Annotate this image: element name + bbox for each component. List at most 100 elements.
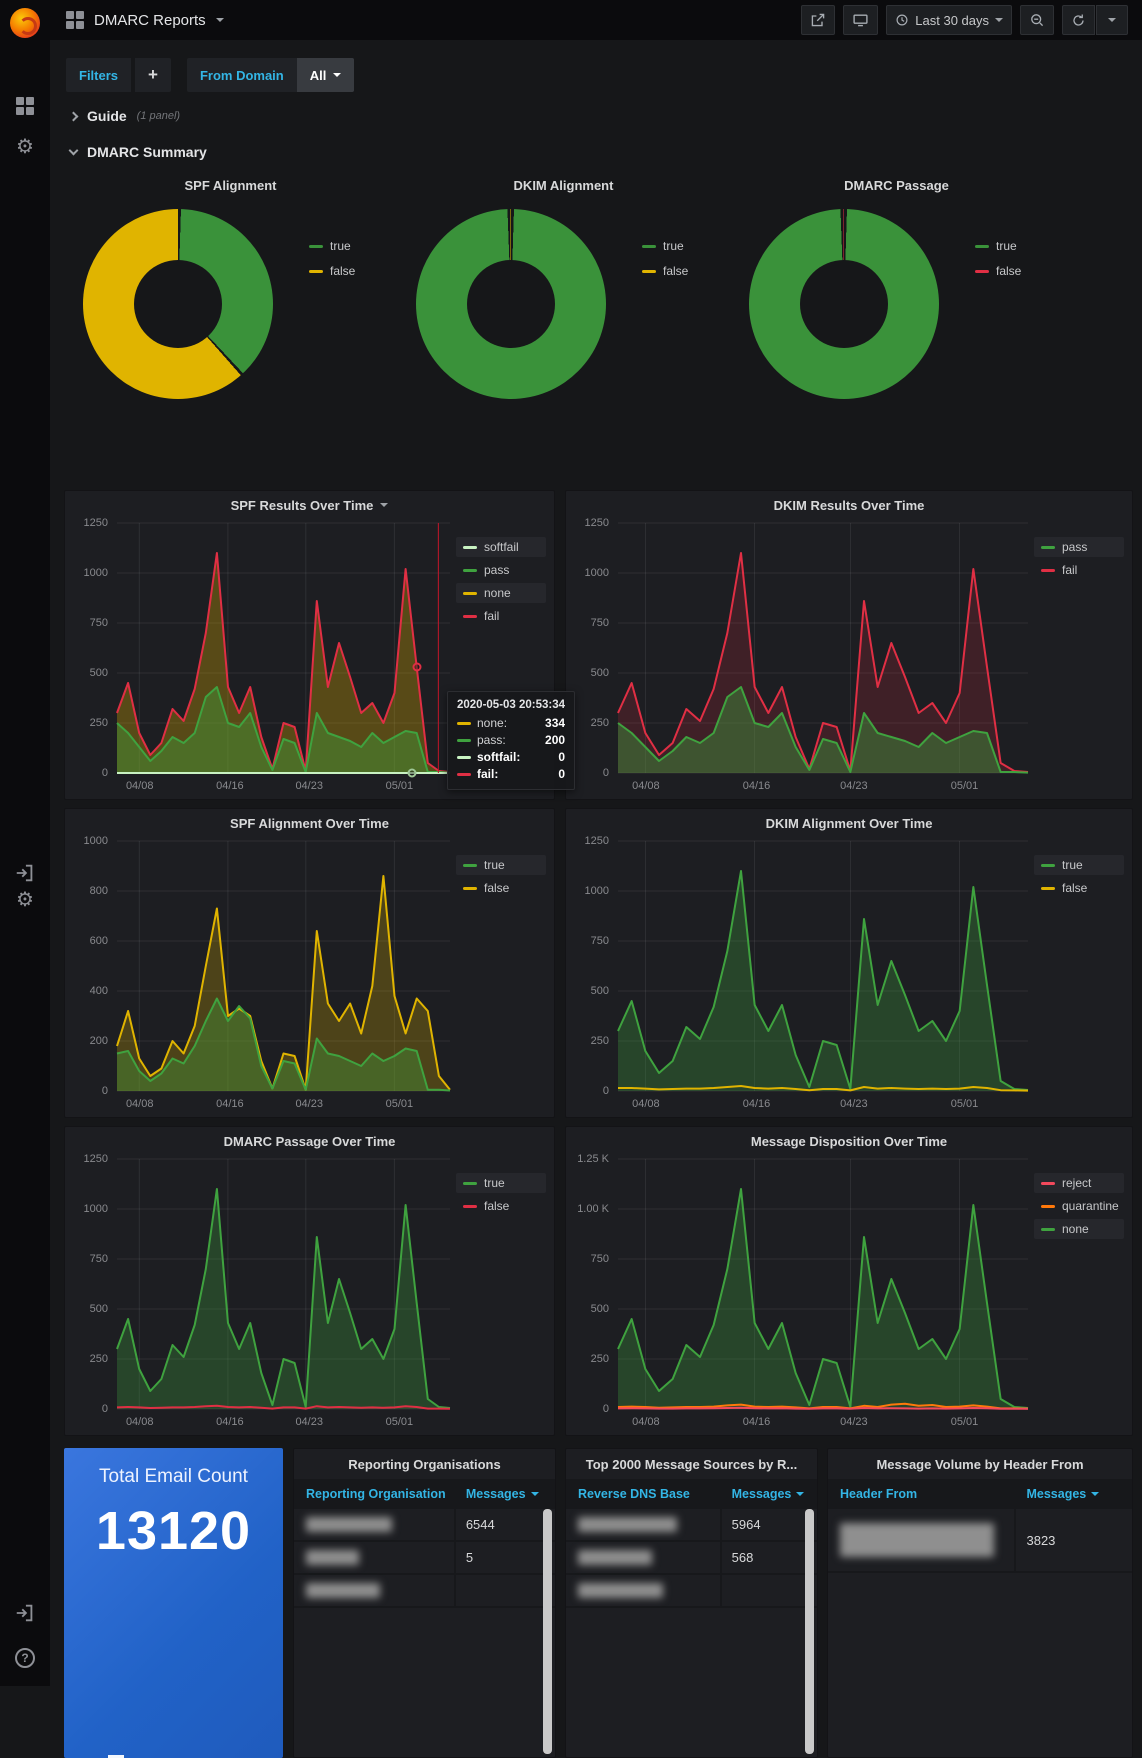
series-line-reject (618, 1408, 1028, 1409)
legend-item-softfail[interactable]: softfail (456, 537, 546, 557)
donut-hole (134, 260, 222, 348)
legend-item-true[interactable]: true (1034, 855, 1124, 875)
table-row[interactable]: 5 (294, 1542, 555, 1575)
legend-item-true[interactable]: true (309, 239, 355, 253)
grafana-logo-icon[interactable] (0, 8, 50, 38)
legend-color-dash (463, 863, 477, 867)
panel-title[interactable]: Message Volume by Header From (876, 1456, 1084, 1472)
table-row[interactable]: 5964 (566, 1509, 817, 1542)
sign-in-bottom-icon[interactable] (0, 1602, 50, 1624)
panel-menu-caret-icon[interactable] (380, 503, 389, 507)
column-header[interactable]: Header From (840, 1487, 918, 1501)
panel-title[interactable]: Message Disposition Over Time (750, 1133, 948, 1149)
legend-item-fail[interactable]: fail (1034, 560, 1124, 580)
table-cell-name (294, 1575, 456, 1606)
server-admin-gear-icon[interactable]: ⚙ (0, 890, 50, 910)
legend-item-fail[interactable]: fail (456, 606, 546, 626)
help-icon[interactable]: ? (0, 1648, 50, 1668)
column-header[interactable]: Reporting Organisation (306, 1487, 446, 1501)
panel-title[interactable]: DKIM Results Over Time (773, 497, 925, 513)
time-range-picker[interactable]: Last 30 days (886, 5, 1012, 35)
dashboard-title-caret-icon[interactable] (215, 18, 224, 22)
dashboard-title[interactable]: DMARC Reports (94, 11, 206, 29)
legend-item-true[interactable]: true (456, 1173, 546, 1193)
column-header[interactable]: Reverse DNS Base (578, 1487, 690, 1501)
plot-canvas[interactable] (618, 523, 1028, 773)
legend-item-none[interactable]: none (1034, 1219, 1124, 1239)
panel-title[interactable]: Top 2000 Message Sources by R... (585, 1456, 798, 1472)
panel-title[interactable]: DMARC Passage Over Time (223, 1133, 396, 1149)
x-tick-label: 04/16 (742, 1098, 771, 1110)
chart-dmarc-passage: 1250 1000 750 500 250 0 04/08 04/16 04/23 05/01 tr… (65, 1153, 554, 1435)
table-row[interactable] (294, 1575, 555, 1608)
series-line-false (117, 876, 450, 1090)
column-header-sort[interactable]: Messages (1016, 1487, 1132, 1501)
plot-row: 1250 1000 750 500 250 0 (572, 835, 1034, 1097)
dkim-alignment-donut[interactable] (416, 209, 606, 399)
panel-title[interactable]: DKIM Alignment Over Time (765, 815, 933, 831)
table-row[interactable]: 3823 (828, 1509, 1132, 1573)
table-row[interactable]: 568 (566, 1542, 817, 1575)
plot-canvas[interactable] (618, 841, 1028, 1091)
panel-title[interactable]: Reporting Organisations (348, 1456, 501, 1472)
from-domain-value-dropdown[interactable]: All (296, 58, 355, 92)
legend-item-true[interactable]: true (642, 239, 688, 253)
panel-title[interactable]: SPF Alignment Over Time (230, 815, 389, 831)
row-header-dmarc-summary[interactable]: DMARC Summary (64, 140, 1133, 164)
share-button[interactable] (801, 5, 836, 35)
column-header-sort[interactable]: Messages (722, 1487, 817, 1501)
legend-item-false[interactable]: false (975, 264, 1021, 278)
table-cell-name (566, 1575, 722, 1606)
x-tick-label: 04/23 (295, 780, 323, 792)
y-axis: 1.25 K 1.00 K 750 500 250 0 (572, 1153, 618, 1415)
x-tick-label: 04/23 (840, 780, 868, 792)
plot-canvas[interactable] (117, 841, 450, 1091)
legend-item-false[interactable]: false (456, 878, 546, 898)
refresh-interval-dropdown[interactable] (1096, 5, 1128, 35)
scrollbar-thumb[interactable] (805, 1509, 814, 1754)
legend-item-true[interactable]: true (975, 239, 1021, 253)
redacted-text (306, 1550, 360, 1565)
table-row[interactable] (566, 1575, 817, 1608)
dashboard-grid-icon[interactable] (66, 11, 84, 29)
plot-canvas[interactable] (117, 523, 450, 778)
legend-item-true[interactable]: true (456, 855, 546, 875)
legend-label: false (484, 1199, 510, 1213)
y-tick-label: 500 (89, 667, 108, 679)
legend-item-none[interactable]: none (456, 583, 546, 603)
table-row[interactable]: 6544 (294, 1509, 555, 1542)
from-domain-label[interactable]: From Domain (199, 67, 284, 83)
legend-item-false[interactable]: false (1034, 878, 1124, 898)
panel-title[interactable]: DMARC Passage (844, 177, 949, 193)
panel-title[interactable]: SPF Alignment (184, 177, 277, 193)
column-header-sort[interactable]: Messages (456, 1487, 555, 1501)
refresh-button[interactable] (1062, 5, 1095, 35)
y-tick-label: 1250 (584, 835, 609, 847)
dmarc-passage-donut[interactable] (749, 209, 939, 399)
legend-item-false[interactable]: false (309, 264, 355, 278)
legend-color-dash (642, 269, 656, 273)
sign-in-icon[interactable] (0, 862, 50, 884)
x-axis: 04/08 04/16 04/23 05/01 (618, 773, 1034, 795)
legend-item-quarantine[interactable]: quarantine (1034, 1196, 1124, 1216)
spf-alignment-donut[interactable] (83, 209, 273, 399)
panel-title[interactable]: DKIM Alignment (513, 177, 614, 193)
add-filter-button[interactable]: + (131, 58, 171, 92)
legend-item-false[interactable]: false (456, 1196, 546, 1216)
dashboards-icon[interactable] (0, 97, 50, 115)
plot-canvas[interactable] (618, 1159, 1028, 1409)
scrollbar-thumb[interactable] (543, 1509, 552, 1754)
legend-item-false[interactable]: false (642, 264, 688, 278)
hover-marker (412, 662, 422, 672)
legend-item-pass[interactable]: pass (1034, 537, 1124, 557)
plot-canvas[interactable] (117, 1159, 450, 1409)
legend-item-pass[interactable]: pass (456, 560, 546, 580)
row-header-guide[interactable]: Guide (1 panel) (64, 104, 1133, 128)
filters-label[interactable]: Filters (79, 67, 119, 83)
configuration-gear-icon[interactable]: ⚙ (0, 137, 50, 157)
tv-mode-button[interactable] (843, 5, 879, 35)
panel-title[interactable]: SPF Results Over Time (65, 491, 554, 519)
zoom-out-button[interactable] (1020, 5, 1054, 35)
table-header: Reverse DNS Base Messages (566, 1479, 817, 1509)
legend-item-reject[interactable]: reject (1034, 1173, 1124, 1193)
